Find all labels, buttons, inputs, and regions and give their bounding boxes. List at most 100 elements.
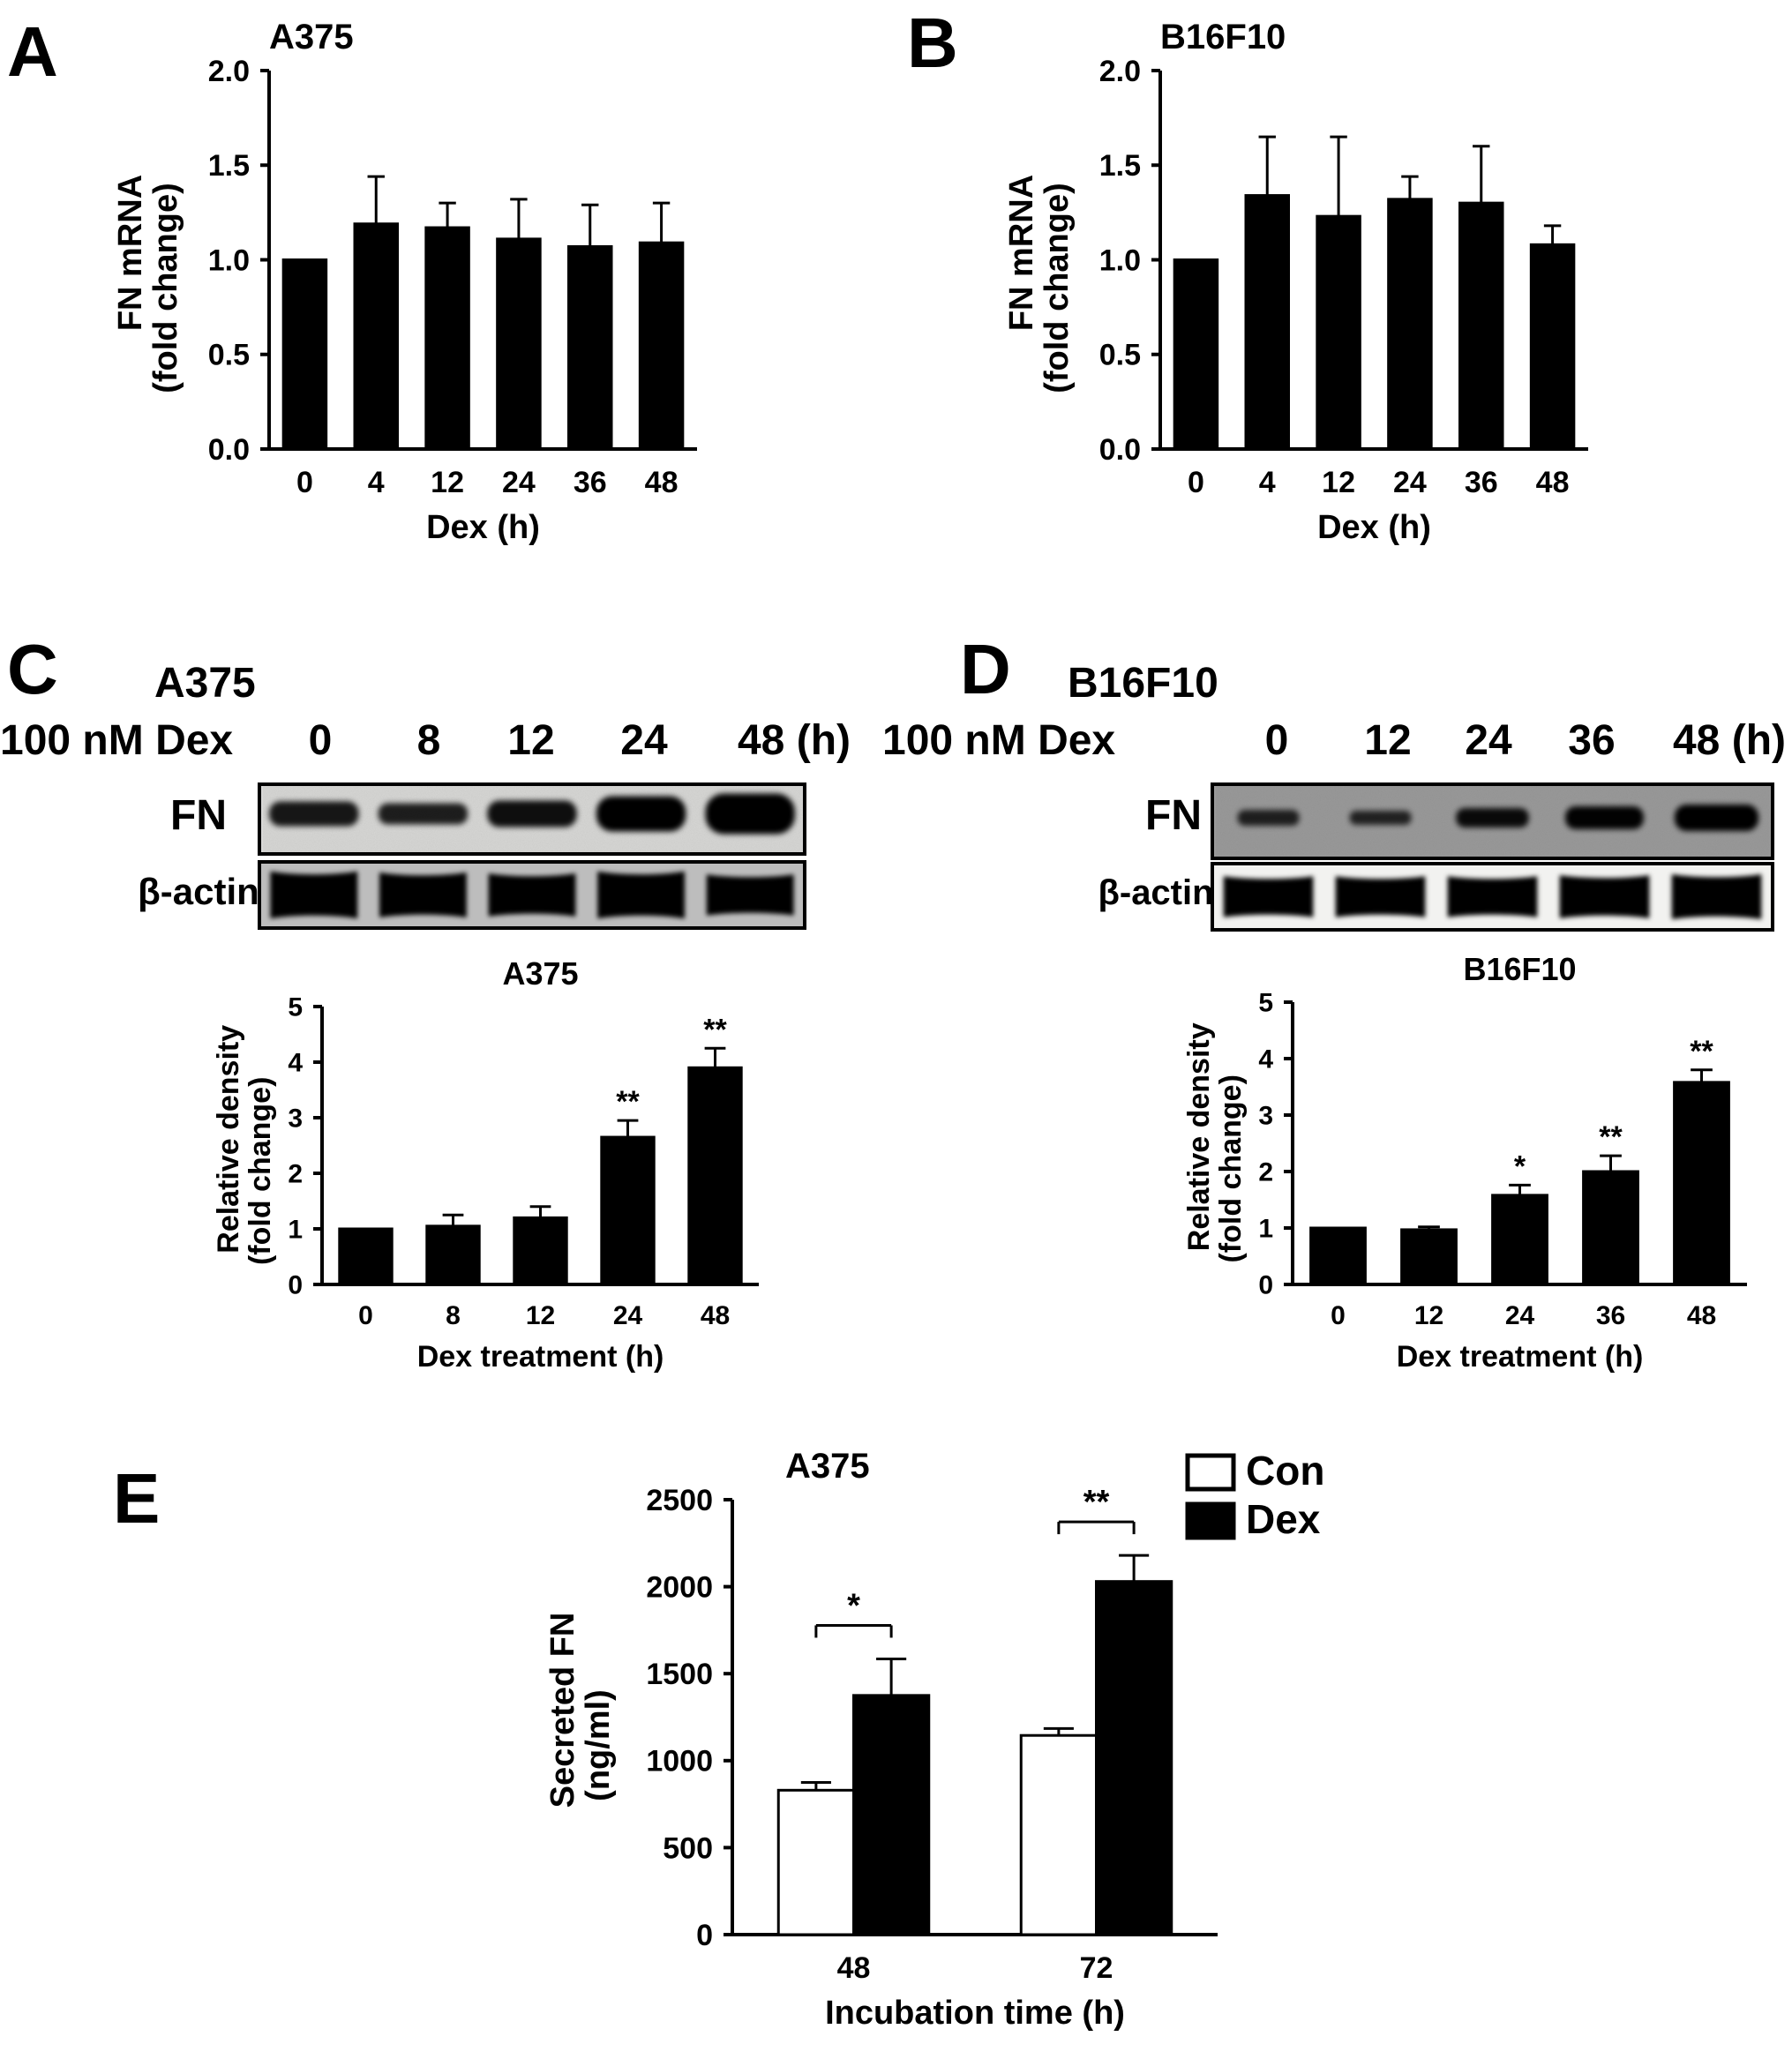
svg-text:0.0: 0.0: [208, 433, 250, 467]
svg-text:1000: 1000: [646, 1745, 713, 1778]
svg-text:48: 48: [837, 1951, 871, 1985]
svg-text:24: 24: [1393, 466, 1427, 499]
svg-text:Dex (h): Dex (h): [426, 509, 540, 546]
svg-text:4: 4: [1258, 1045, 1273, 1074]
svg-text:(fold change): (fold change): [1214, 1074, 1248, 1262]
svg-text:36: 36: [1596, 1301, 1625, 1330]
svg-text:1.5: 1.5: [208, 149, 250, 183]
svg-text:FN mRNA: FN mRNA: [112, 175, 149, 331]
svg-text:5: 5: [288, 993, 303, 1022]
svg-text:48: 48: [701, 1301, 730, 1330]
svg-text:36: 36: [574, 466, 607, 499]
svg-text:24: 24: [502, 466, 536, 499]
svg-text:0: 0: [696, 1919, 713, 1952]
svg-text:8: 8: [446, 1301, 461, 1330]
svg-text:Dex treatment (h): Dex treatment (h): [1397, 1340, 1644, 1374]
svg-text:A375: A375: [502, 955, 578, 992]
svg-text:Dex treatment (h): Dex treatment (h): [417, 1340, 664, 1374]
svg-text:B16F10: B16F10: [1160, 18, 1286, 56]
svg-text:2: 2: [1258, 1158, 1273, 1187]
svg-text:*: *: [847, 1587, 860, 1624]
svg-text:0: 0: [1265, 717, 1289, 764]
svg-text:48 (h): 48 (h): [738, 717, 851, 764]
svg-text:36: 36: [1568, 717, 1615, 764]
svg-text:0: 0: [288, 1271, 303, 1300]
svg-text:Relative density: Relative density: [1182, 1022, 1216, 1251]
svg-text:A375: A375: [785, 1447, 870, 1486]
svg-text:Dex (h): Dex (h): [1317, 509, 1431, 546]
svg-text:Relative density: Relative density: [212, 1025, 245, 1254]
svg-text:3: 3: [288, 1104, 303, 1134]
svg-text:A: A: [7, 12, 58, 91]
svg-text:1: 1: [288, 1216, 303, 1245]
svg-text:0: 0: [1188, 466, 1204, 499]
svg-text:2: 2: [288, 1160, 303, 1189]
svg-text:0: 0: [309, 717, 333, 764]
svg-text:12: 12: [1364, 717, 1411, 764]
svg-text:A375: A375: [269, 18, 354, 56]
svg-text:FN: FN: [1145, 792, 1202, 839]
svg-text:0.5: 0.5: [208, 339, 250, 372]
svg-text:48: 48: [1536, 466, 1570, 499]
svg-text:24: 24: [620, 717, 668, 764]
svg-text:β-actin: β-actin: [1098, 873, 1213, 912]
svg-text:1500: 1500: [646, 1658, 713, 1691]
svg-text:**: **: [703, 1013, 727, 1046]
svg-text:5: 5: [1258, 989, 1273, 1018]
svg-text:12: 12: [507, 717, 554, 764]
svg-text:**: **: [616, 1085, 640, 1119]
svg-text:72: 72: [1080, 1951, 1113, 1985]
svg-text:36: 36: [1465, 466, 1498, 499]
svg-text:2.0: 2.0: [208, 55, 250, 88]
svg-text:D: D: [960, 630, 1011, 708]
svg-text:2500: 2500: [646, 1484, 713, 1517]
svg-text:12: 12: [431, 466, 464, 499]
svg-text:*: *: [1514, 1149, 1526, 1183]
svg-text:1.0: 1.0: [1099, 243, 1141, 277]
svg-text:8: 8: [417, 717, 441, 764]
svg-text:(ng/ml): (ng/ml): [580, 1689, 617, 1801]
svg-text:(fold change): (fold change): [244, 1077, 277, 1265]
svg-text:2.0: 2.0: [1099, 55, 1141, 88]
svg-text:**: **: [1690, 1035, 1713, 1068]
svg-text:FN mRNA: FN mRNA: [1003, 175, 1040, 331]
svg-text:B16F10: B16F10: [1463, 951, 1576, 987]
svg-text:0: 0: [358, 1301, 373, 1330]
svg-text:B: B: [907, 4, 958, 82]
svg-text:48: 48: [645, 466, 679, 499]
svg-text:Con: Con: [1246, 1448, 1324, 1494]
svg-text:0: 0: [1258, 1271, 1273, 1300]
svg-text:1.5: 1.5: [1099, 149, 1141, 183]
svg-text:1: 1: [1258, 1215, 1273, 1244]
svg-text:4: 4: [368, 466, 385, 499]
svg-text:A375: A375: [154, 660, 256, 707]
svg-text:**: **: [1599, 1120, 1623, 1154]
svg-text:(fold change): (fold change): [147, 183, 184, 393]
svg-text:3: 3: [1258, 1102, 1273, 1131]
svg-text:12: 12: [526, 1301, 555, 1330]
svg-text:0.0: 0.0: [1099, 433, 1141, 467]
svg-text:12: 12: [1322, 466, 1355, 499]
svg-text:24: 24: [1465, 717, 1512, 764]
svg-text:0: 0: [296, 466, 313, 499]
svg-text:500: 500: [663, 1831, 713, 1865]
svg-text:Secreted FN: Secreted FN: [544, 1613, 581, 1808]
svg-text:β-actin: β-actin: [138, 871, 259, 912]
svg-text:(fold change): (fold change): [1038, 183, 1076, 393]
svg-text:24: 24: [613, 1301, 643, 1330]
svg-text:48: 48: [1687, 1301, 1716, 1330]
svg-text:0.5: 0.5: [1099, 339, 1141, 372]
svg-text:100 nM Dex: 100 nM Dex: [0, 717, 233, 764]
svg-text:Incubation time (h): Incubation time (h): [825, 1995, 1125, 2032]
svg-text:Dex: Dex: [1246, 1496, 1321, 1542]
svg-text:100 nM Dex: 100 nM Dex: [882, 717, 1115, 764]
svg-text:FN: FN: [170, 792, 227, 839]
svg-text:B16F10: B16F10: [1068, 660, 1218, 707]
svg-text:4: 4: [1259, 466, 1276, 499]
svg-text:4: 4: [288, 1049, 303, 1078]
svg-text:48 (h): 48 (h): [1673, 717, 1786, 764]
svg-text:2000: 2000: [646, 1571, 713, 1605]
svg-text:E: E: [113, 1459, 160, 1538]
svg-text:12: 12: [1414, 1301, 1443, 1330]
svg-text:24: 24: [1505, 1301, 1535, 1330]
